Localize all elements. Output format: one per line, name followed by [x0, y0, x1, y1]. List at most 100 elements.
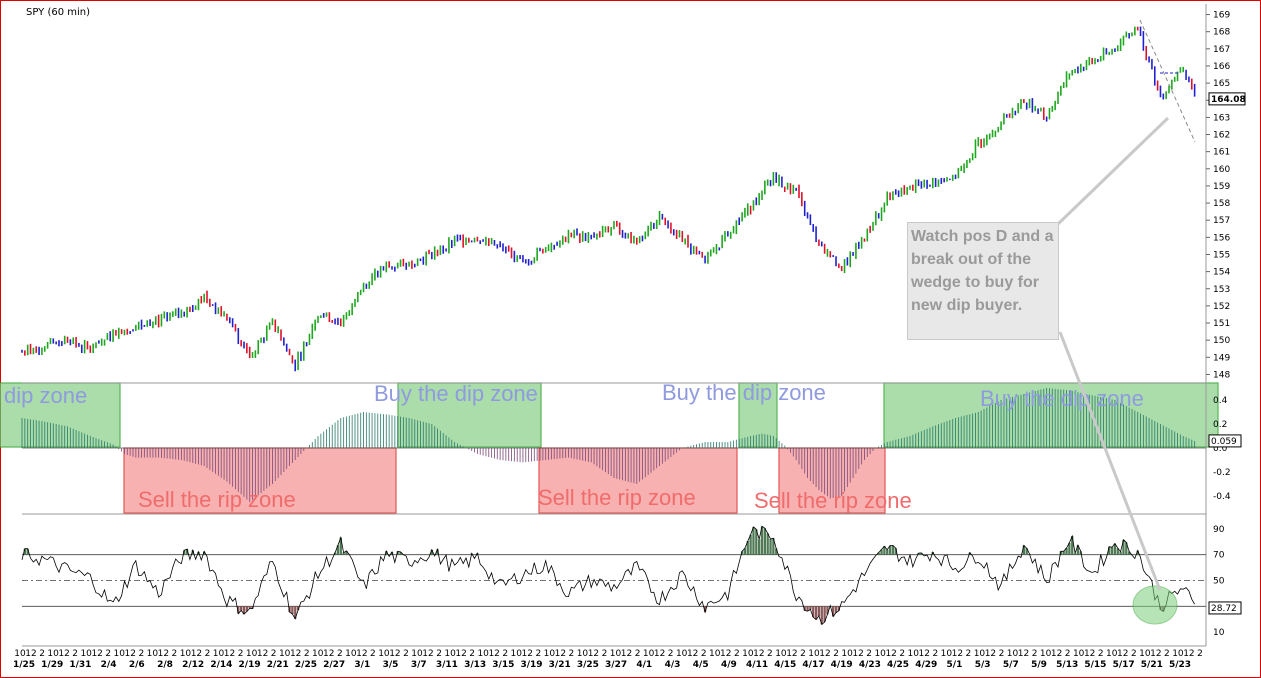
x-hour-label: 10 [1073, 649, 1085, 659]
x-hour-label: 2 [966, 649, 972, 659]
x-hour-label: 12 [191, 649, 202, 659]
x-hour-label: 2 [899, 649, 905, 659]
x-date-label: 5/15 [1084, 660, 1106, 670]
x-hour-label: 12 [720, 649, 731, 659]
x-hour-label: 2 [39, 649, 45, 659]
x-date-label: 5/9 [1031, 660, 1047, 670]
x-date-label: 4/25 [887, 660, 909, 670]
x-hour-label: 12 [125, 649, 136, 659]
oscillator-series [21, 388, 1206, 502]
x-date-label: 4/9 [721, 660, 737, 670]
x-hour-label: 10 [80, 649, 92, 659]
x-hour-label: 12 [522, 649, 533, 659]
x-date-label: 1/31 [69, 660, 91, 670]
x-hour-label: 10 [908, 649, 920, 659]
y-tick-label: 152 [1213, 302, 1230, 312]
x-date-label: 3/7 [411, 660, 427, 670]
y-tick-label: 165 [1213, 79, 1230, 89]
x-hour-label: 12 [753, 649, 764, 659]
x-date-label: 5/3 [975, 660, 991, 670]
zone-label: Buy the dip zone [374, 381, 538, 406]
x-hour-label: 10 [610, 649, 622, 659]
rsi-tick-label: 10 [1213, 628, 1225, 638]
x-date-label: 4/15 [774, 660, 796, 670]
zone-label: Buy the dip zone [662, 380, 826, 405]
y-tick-label: 155 [1213, 250, 1230, 260]
x-date-label: 5/1 [947, 660, 963, 670]
y-tick-label: 161 [1213, 148, 1230, 158]
x-date-label: 4/23 [859, 660, 881, 670]
x-hour-label: 12 [919, 649, 930, 659]
x-hour-label: 12 [1150, 649, 1161, 659]
x-hour-label: 10 [147, 649, 159, 659]
x-hour-label: 2 [1065, 649, 1071, 659]
x-hour-label: 12 [654, 649, 665, 659]
x-hour-label: 2 [999, 649, 1005, 659]
x-date-label: 4/1 [636, 660, 652, 670]
zone-label: Buy the dip zone [980, 386, 1144, 411]
x-hour-label: 2 [72, 649, 78, 659]
x-hour-label: 2 [866, 649, 872, 659]
last-price-label: 164.08 [1211, 95, 1246, 105]
x-date-label: 5/7 [1003, 660, 1019, 670]
callout-lines [1056, 116, 1170, 591]
x-date-label: 2/21 [267, 660, 289, 670]
x-hour-label: 10 [411, 649, 423, 659]
zone-label: Sell the rip zone [538, 485, 696, 510]
x-hour-label: 2 [304, 649, 310, 659]
y-tick-label: 149 [1213, 353, 1230, 363]
x-hour-label: 2 [238, 649, 244, 659]
osc-last-label: 0.059 [1211, 437, 1237, 447]
x-hour-label: 12 [1084, 649, 1095, 659]
x-hour-label: 2 [800, 649, 806, 659]
x-hour-label: 12 [786, 649, 797, 659]
x-date-label: 3/5 [383, 660, 399, 670]
y-tick-label: 153 [1213, 285, 1230, 295]
y-tick-label: 163 [1213, 113, 1230, 123]
x-hour-label: 12 [1117, 649, 1128, 659]
x-hour-label: 12 [1051, 649, 1062, 659]
x-date-label: 2/6 [129, 660, 145, 670]
x-hour-label: 10 [511, 649, 523, 659]
x-date-label: 1/25 [13, 660, 35, 670]
x-date-label: 4/19 [831, 660, 853, 670]
x-hour-label: 12 [455, 649, 466, 659]
chart-title: SPY (60 min) [26, 7, 90, 18]
y-tick-label: 159 [1213, 182, 1230, 192]
x-hour-label: 12 [1183, 649, 1194, 659]
axis-layer: 148 149 150 151 152 153 154 155 156 157 158 159 160 1… [13, 11, 1246, 670]
x-hour-label: 10 [841, 649, 853, 659]
x-hour-label: 10 [874, 649, 886, 659]
x-hour-label: 2 [1164, 649, 1170, 659]
x-hour-label: 10 [1172, 649, 1184, 659]
rsi-last-box [1208, 601, 1242, 615]
y-tick-label: 162 [1213, 131, 1230, 141]
x-date-label: 2/25 [295, 660, 317, 670]
x-hour-label: 2 [1197, 649, 1203, 659]
x-date-label: 3/27 [605, 660, 627, 670]
x-hour-label: 10 [1040, 649, 1052, 659]
x-hour-label: 2 [668, 649, 674, 659]
x-date-label: 3/19 [520, 660, 542, 670]
x-hour-label: 12 [885, 649, 896, 659]
x-hour-label: 12 [621, 649, 632, 659]
x-hour-label: 2 [1032, 649, 1038, 659]
zone-rect-buy [397, 382, 542, 448]
x-hour-label: 12 [257, 649, 268, 659]
osc-tick-label: 0.0 [1213, 444, 1228, 454]
x-date-label: 3/11 [436, 660, 458, 670]
x-hour-label: 2 [1131, 649, 1137, 659]
zone-rect-buy [0, 382, 121, 448]
x-hour-label: 10 [775, 649, 787, 659]
x-hour-label: 10 [378, 649, 390, 659]
zone-label: dip zone [4, 383, 87, 408]
x-hour-label: 12 [91, 649, 102, 659]
y-tick-label: 166 [1213, 62, 1230, 72]
x-hour-label: 10 [312, 649, 324, 659]
x-hour-label: 2 [436, 649, 442, 659]
x-hour-label: 2 [701, 649, 707, 659]
x-hour-label: 2 [205, 649, 211, 659]
x-hour-label: 12 [555, 649, 566, 659]
x-hour-label: 2 [403, 649, 409, 659]
